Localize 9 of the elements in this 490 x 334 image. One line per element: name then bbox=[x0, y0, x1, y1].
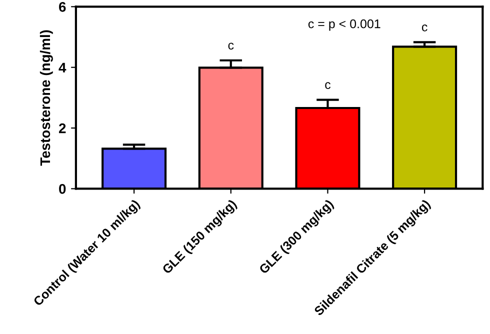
annotation: c bbox=[422, 24, 428, 32]
y-tick-label: 4 bbox=[58, 62, 66, 72]
annotation: c bbox=[228, 42, 234, 50]
y-tick-label: 6 bbox=[59, 2, 66, 12]
annotation: c = p < 0.001 bbox=[308, 19, 380, 31]
annotation: c bbox=[325, 82, 331, 90]
y-tick-label: 0 bbox=[59, 184, 66, 194]
y-tick-label: 2 bbox=[58, 123, 66, 134]
y-axis-title: Testosterone (ng/ml) bbox=[40, 30, 53, 166]
